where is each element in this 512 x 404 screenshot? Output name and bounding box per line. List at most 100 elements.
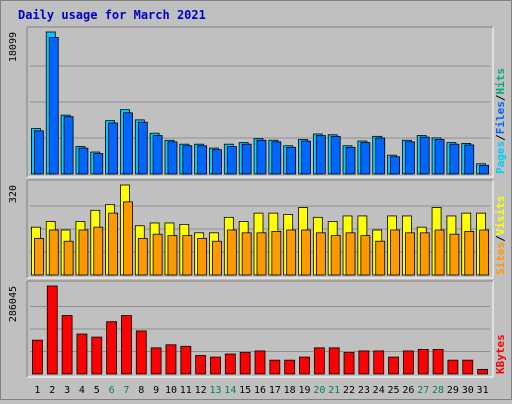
x-tick-label: 17 — [269, 385, 281, 396]
x-tick-label: 29 — [447, 385, 459, 396]
legend-part: / — [494, 134, 507, 141]
x-tick-label: 9 — [153, 385, 159, 396]
bar-sites-day-21 — [330, 235, 341, 276]
bar-kbytes-day-24 — [373, 350, 385, 375]
bar-kbytes-day-16 — [254, 350, 266, 375]
bar-sites-day-12 — [197, 238, 208, 276]
bar-sites-day-23 — [360, 235, 371, 276]
bar-sites-day-31 — [479, 229, 489, 276]
bar-files-day-14 — [226, 146, 237, 175]
x-tick-label: 27 — [417, 385, 429, 396]
chart-title: Daily usage for March 2021 — [18, 8, 206, 22]
x-tick-label: 5 — [94, 385, 100, 396]
bar-files-day-5 — [93, 153, 104, 175]
bar-files-day-7 — [123, 112, 133, 175]
bar-sites-day-3 — [63, 240, 74, 276]
bar-kbytes-day-5 — [91, 336, 103, 375]
bar-sites-day-17 — [271, 231, 282, 276]
bar-files-day-15 — [241, 143, 252, 175]
x-tick-label: 7 — [123, 385, 129, 396]
y-max-label: 18099 — [8, 32, 19, 62]
x-tick-label: 12 — [195, 385, 207, 396]
legend-part: Hits — [494, 68, 507, 95]
bar-kbytes-day-9 — [150, 347, 162, 375]
x-tick-label: 24 — [373, 385, 385, 396]
bar-sites-day-6 — [108, 212, 119, 276]
bar-sites-day-26 — [404, 232, 415, 276]
x-tick-label: 2 — [49, 385, 55, 396]
bar-kbytes-day-18 — [284, 359, 296, 375]
x-tick-label: 3 — [64, 385, 70, 396]
legend-part: Pages — [494, 141, 507, 174]
bar-sites-day-25 — [390, 229, 400, 276]
legend-part: KBytes — [494, 334, 507, 374]
bar-kbytes-day-13 — [210, 356, 221, 375]
bar-files-day-22 — [345, 146, 356, 175]
bar-kbytes-day-10 — [165, 344, 177, 375]
bar-files-day-6 — [108, 122, 119, 175]
legend-part: Files — [494, 101, 507, 134]
bar-files-day-29 — [449, 143, 460, 175]
bar-files-day-11 — [182, 145, 193, 175]
bar-files-day-13 — [212, 149, 222, 175]
bar-kbytes-day-30 — [462, 359, 474, 375]
legend-part: Sites — [494, 242, 507, 275]
bar-kbytes-day-27 — [417, 348, 429, 375]
bar-sites-day-9 — [152, 233, 163, 276]
bar-sites-day-30 — [464, 231, 475, 276]
legend-part: / — [494, 94, 507, 101]
bar-files-day-16 — [256, 139, 267, 175]
bar-kbytes-day-3 — [61, 315, 73, 375]
bar-sites-day-4 — [78, 229, 89, 276]
bar-files-day-3 — [63, 116, 74, 175]
bar-kbytes-day-26 — [402, 350, 414, 375]
x-tick-label: 23 — [358, 385, 370, 396]
bar-files-day-10 — [167, 141, 178, 175]
bar-sites-day-24 — [375, 240, 386, 276]
bar-kbytes-day-12 — [195, 355, 207, 375]
bar-sites-day-11 — [182, 235, 193, 276]
bar-files-day-30 — [464, 144, 475, 175]
bar-sites-day-16 — [256, 232, 267, 276]
x-tick-label: 15 — [239, 385, 251, 396]
panel-visits-sites: 320 Sites/Visits — [8, 179, 507, 279]
bar-sites-day-28 — [434, 229, 445, 276]
bar-files-day-23 — [360, 142, 371, 175]
bar-kbytes-day-4 — [76, 333, 88, 375]
x-tick-label: 1 — [34, 385, 40, 396]
x-tick-label: 31 — [477, 385, 489, 396]
bar-files-day-17 — [271, 141, 282, 175]
x-tick-label: 4 — [79, 385, 85, 396]
x-tick-label: 11 — [180, 385, 192, 396]
x-tick-label: 13 — [209, 385, 221, 396]
bar-sites-day-10 — [167, 235, 178, 276]
y-max-label: 320 — [8, 185, 19, 203]
bar-files-day-28 — [434, 139, 445, 175]
legend-kbytes: KBytes — [494, 334, 507, 374]
bar-kbytes-day-8 — [135, 330, 147, 375]
x-tick-label: 26 — [402, 385, 414, 396]
bar-sites-day-14 — [226, 229, 237, 276]
bar-files-day-24 — [375, 137, 386, 175]
bar-files-day-19 — [301, 140, 311, 175]
x-tick-label: 10 — [165, 385, 177, 396]
x-tick-label: 19 — [298, 385, 310, 396]
bar-kbytes-day-28 — [432, 348, 444, 375]
bar-kbytes-day-11 — [180, 345, 192, 375]
legend-part: Visits — [494, 196, 507, 236]
bar-sites-day-15 — [241, 232, 252, 276]
panels: 18099Pages/Files/Hits320Sites/Visits2860… — [8, 26, 507, 378]
bar-files-day-9 — [152, 135, 163, 175]
bar-sites-day-7 — [123, 201, 133, 276]
bar-files-day-26 — [404, 141, 415, 175]
bar-kbytes-day-17 — [269, 359, 281, 375]
bar-sites-day-8 — [137, 238, 148, 276]
bar-sites-day-1 — [34, 238, 44, 276]
x-tick-label: 20 — [313, 385, 325, 396]
bar-kbytes-day-21 — [328, 347, 340, 375]
bar-sites-day-5 — [93, 226, 104, 276]
bar-kbytes-day-19 — [299, 356, 310, 375]
